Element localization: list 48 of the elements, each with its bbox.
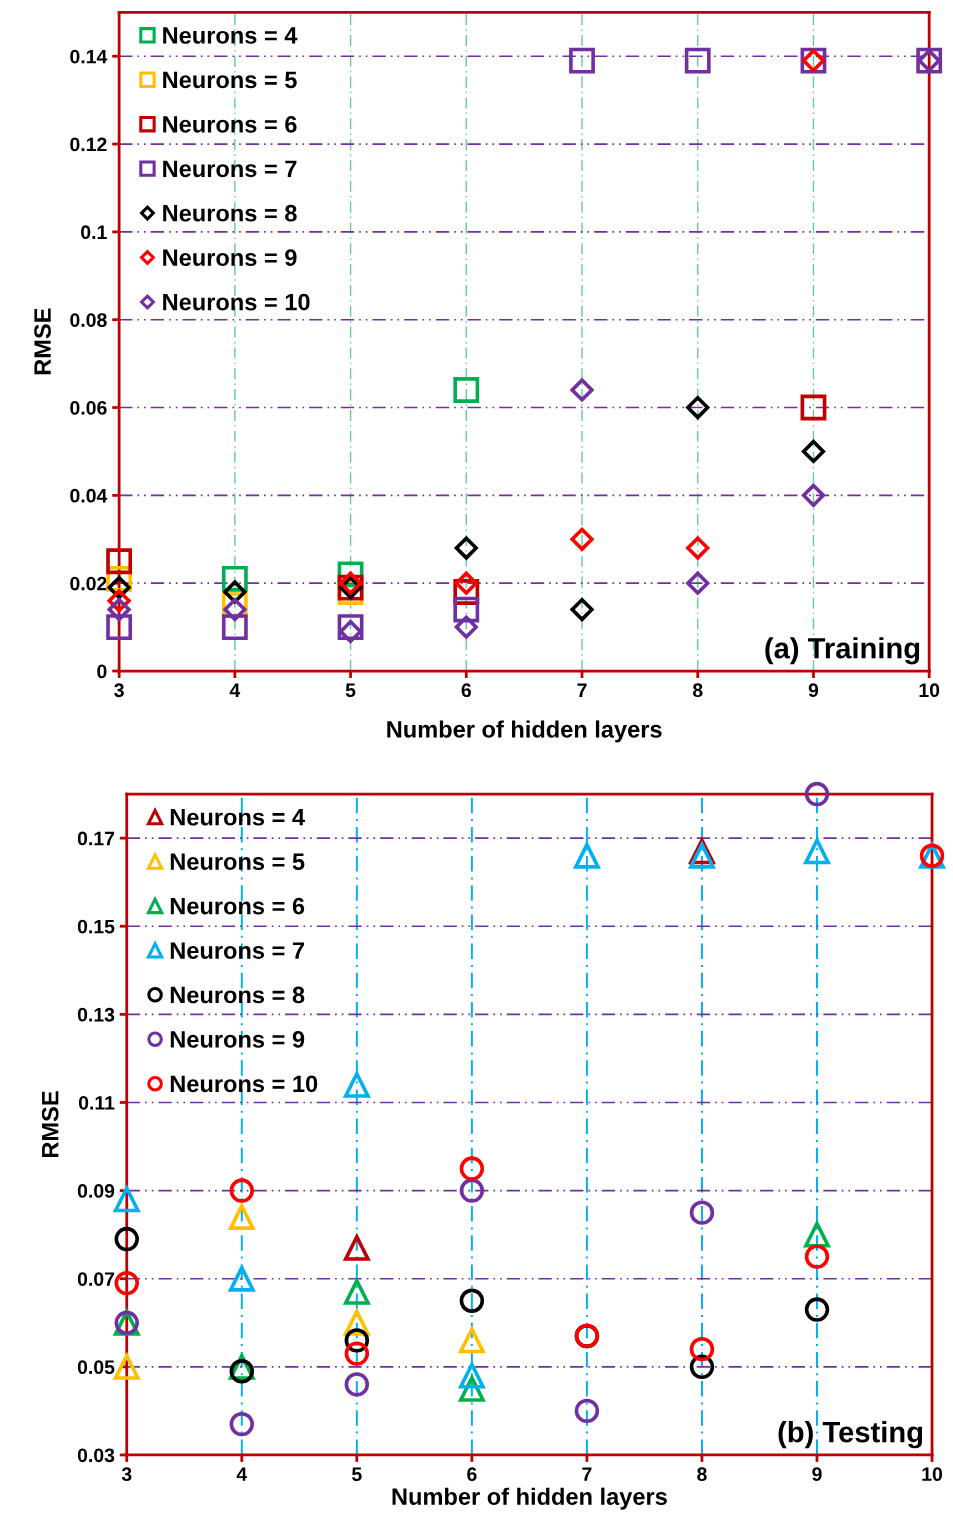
legend-label: Neurons = 10 [170, 1075, 318, 1093]
x-tick-label: 3 [121, 1467, 132, 1482]
y-tick-label: 0.15 [77, 919, 115, 934]
legend-label: Neurons = 7 [163, 160, 297, 178]
y-tick-label: 0.11 [78, 1095, 115, 1110]
y-tick-label: 0.14 [70, 49, 108, 64]
legend-label: Neurons = 6 [170, 897, 305, 915]
x-tick-label: 8 [697, 1467, 707, 1482]
y-axis-title: RMSE [41, 1091, 59, 1158]
x-tick-label: 8 [692, 683, 703, 698]
legend-label: Neurons = 4 [170, 809, 305, 826]
x-tick-label: 9 [808, 683, 819, 698]
x-tick-label: 5 [352, 1467, 362, 1482]
legend-label: Neurons = 6 [163, 115, 297, 133]
legend-label: Neurons = 5 [163, 71, 297, 89]
y-tick-label: 0.09 [77, 1184, 115, 1198]
x-tick-label: 10 [919, 683, 940, 698]
x-tick-label: 3 [114, 683, 124, 698]
x-tick-label: 4 [236, 1467, 248, 1481]
x-tick-label: 6 [461, 683, 471, 698]
y-tick-label: 0.08 [70, 313, 107, 327]
legend-label: Neurons = 8 [170, 986, 305, 1004]
x-tick-label: 9 [812, 1467, 822, 1482]
y-tick-label: 0.04 [70, 488, 108, 503]
annotation: (b) Testing [778, 1421, 923, 1449]
x-tick-label: 7 [577, 683, 587, 697]
y-axis-title: RMSE [34, 308, 51, 375]
x-tick-label: 4 [229, 683, 241, 697]
annotation: (a) Training [765, 637, 920, 665]
y-tick-label: 0.17 [77, 831, 115, 846]
x-tick-label: 10 [922, 1467, 943, 1482]
y-tick-label: 0 [97, 664, 107, 679]
y-tick-label: 0.1 [81, 225, 107, 240]
legend-label: Neurons = 9 [163, 249, 297, 267]
legend-label: Neurons = 8 [163, 204, 297, 222]
legend-label: Neurons = 4 [163, 27, 298, 44]
y-tick-label: 0.12 [70, 137, 107, 152]
y-tick-label: 0.03 [77, 1448, 115, 1463]
x-axis-title: Number of hidden layers [387, 720, 662, 743]
x-tick-label: 7 [582, 1467, 592, 1481]
y-tick-label: 0.06 [70, 401, 107, 415]
y-tick-label: 0.07 [77, 1272, 115, 1286]
y-tick-label: 0.13 [77, 1007, 115, 1022]
legend-label: Neurons = 10 [163, 293, 310, 311]
x-tick-label: 6 [467, 1467, 477, 1482]
y-tick-label: 0.05 [77, 1360, 115, 1375]
x-axis-title: Number of hidden layers [392, 1487, 667, 1510]
x-tick-label: 5 [345, 683, 356, 698]
